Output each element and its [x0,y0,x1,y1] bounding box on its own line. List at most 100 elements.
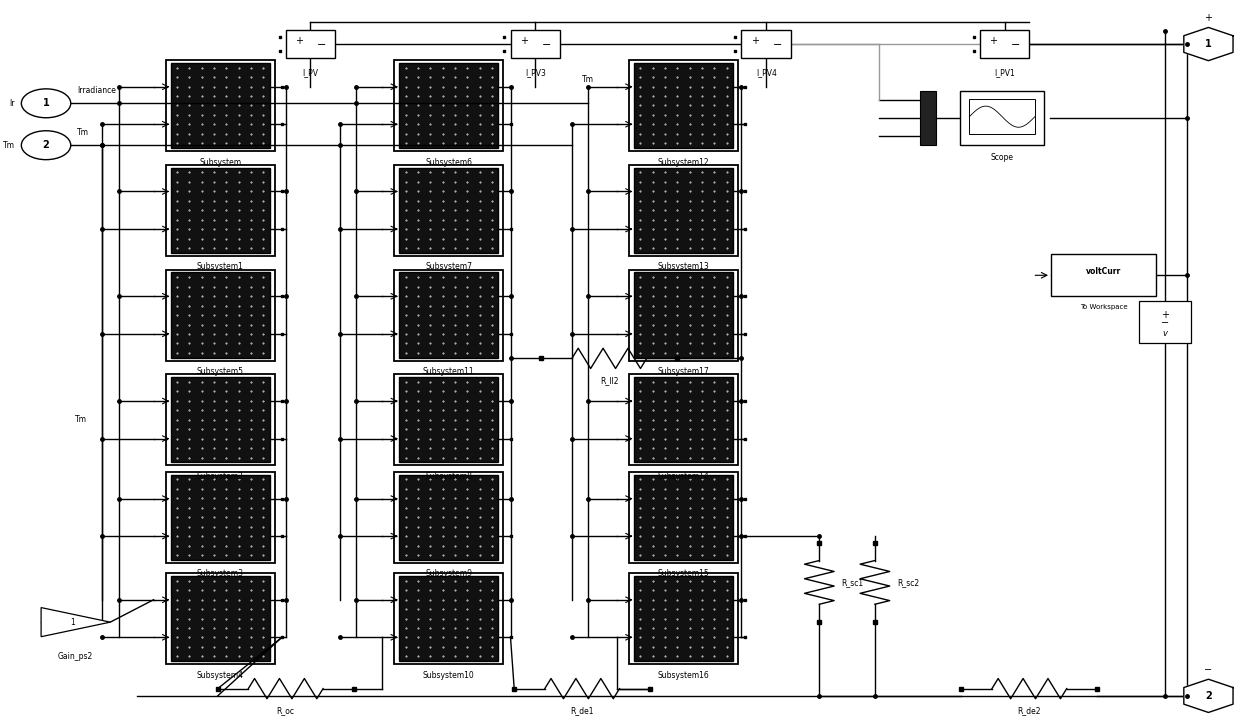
FancyBboxPatch shape [166,472,274,563]
Text: Subsystem8: Subsystem8 [425,472,472,481]
FancyBboxPatch shape [171,63,269,148]
Circle shape [21,131,71,160]
FancyBboxPatch shape [399,576,498,661]
Text: 2: 2 [42,140,50,150]
Text: R_ll2: R_ll2 [600,376,619,384]
Text: +: + [751,35,759,46]
Text: Subsystem7: Subsystem7 [425,262,472,272]
FancyBboxPatch shape [166,269,274,361]
Text: 1: 1 [1205,39,1211,49]
FancyBboxPatch shape [960,90,1044,145]
FancyBboxPatch shape [920,90,936,145]
Text: 2: 2 [1205,691,1211,701]
Text: Subsystem: Subsystem [200,158,242,167]
FancyBboxPatch shape [629,573,738,664]
Text: Subsystem13: Subsystem13 [657,262,709,272]
FancyBboxPatch shape [634,475,733,560]
FancyBboxPatch shape [629,374,738,466]
Text: I_PV: I_PV [303,68,319,77]
FancyBboxPatch shape [634,576,733,661]
Polygon shape [1184,28,1233,61]
FancyBboxPatch shape [285,30,335,58]
FancyBboxPatch shape [629,472,738,563]
Text: I_PV4: I_PV4 [755,68,776,77]
FancyBboxPatch shape [166,374,274,466]
FancyBboxPatch shape [166,573,274,664]
Text: Subsystem1: Subsystem1 [197,262,243,272]
FancyBboxPatch shape [634,377,733,463]
FancyBboxPatch shape [399,168,498,253]
FancyBboxPatch shape [394,165,503,256]
Text: −: − [773,41,782,51]
FancyBboxPatch shape [634,272,733,358]
Text: Subsystem6: Subsystem6 [425,158,472,167]
FancyBboxPatch shape [399,377,498,463]
Text: Subsystem4: Subsystem4 [197,670,244,680]
Text: R_oc: R_oc [277,706,295,715]
Text: Subsystem17: Subsystem17 [657,367,709,376]
Text: +: + [990,35,997,46]
FancyBboxPatch shape [399,272,498,358]
Text: Tm: Tm [4,140,15,150]
Text: R_sc2: R_sc2 [897,578,919,587]
FancyBboxPatch shape [634,168,733,253]
FancyBboxPatch shape [171,475,269,560]
Text: Subsystem11: Subsystem11 [423,367,475,376]
Polygon shape [41,607,110,636]
FancyBboxPatch shape [399,475,498,560]
FancyBboxPatch shape [394,374,503,466]
FancyBboxPatch shape [511,30,560,58]
Text: I_PV3: I_PV3 [525,68,546,77]
Text: 1: 1 [69,618,74,627]
FancyBboxPatch shape [166,165,274,256]
Text: +: + [1161,310,1169,320]
Text: Subsystem12: Subsystem12 [657,158,709,167]
Text: +: + [520,35,528,46]
Text: Subsystem5: Subsystem5 [197,367,244,376]
FancyBboxPatch shape [394,472,503,563]
Text: R_de1: R_de1 [570,706,594,715]
Polygon shape [1184,679,1233,712]
FancyBboxPatch shape [634,63,733,148]
Text: Tm: Tm [77,127,89,137]
FancyBboxPatch shape [1052,254,1156,296]
FancyBboxPatch shape [394,573,503,664]
FancyBboxPatch shape [742,30,791,58]
FancyBboxPatch shape [394,60,503,151]
Text: Scope: Scope [991,153,1013,161]
FancyBboxPatch shape [171,168,269,253]
Text: R_de2: R_de2 [1018,706,1042,715]
Text: Subsystem14: Subsystem14 [657,472,709,481]
Text: Irradiance: Irradiance [77,86,115,95]
Text: +: + [295,35,303,46]
Text: Subsystem16: Subsystem16 [657,670,709,680]
Text: +: + [1204,13,1213,23]
Text: 1: 1 [42,98,50,109]
Text: Tm: Tm [74,416,87,424]
Text: To Workspace: To Workspace [1080,304,1127,310]
Text: voltCurr: voltCurr [1086,266,1121,276]
FancyBboxPatch shape [171,272,269,358]
Text: v: v [1163,329,1168,339]
Text: −: − [1204,665,1213,675]
FancyBboxPatch shape [629,269,738,361]
Text: −: − [317,41,326,51]
FancyBboxPatch shape [980,30,1029,58]
FancyBboxPatch shape [399,63,498,148]
FancyBboxPatch shape [171,576,269,661]
FancyBboxPatch shape [629,60,738,151]
FancyBboxPatch shape [629,165,738,256]
Text: Tm: Tm [582,75,594,84]
Circle shape [21,89,71,118]
FancyBboxPatch shape [171,377,269,463]
Text: −: − [1161,318,1169,328]
Text: Gain_ps2: Gain_ps2 [58,652,93,662]
Text: −: − [1012,41,1021,51]
FancyBboxPatch shape [166,60,274,151]
Text: Subsystem9: Subsystem9 [425,569,472,578]
Text: Ir: Ir [10,98,15,108]
FancyBboxPatch shape [1140,301,1192,343]
Text: R_sc1: R_sc1 [842,578,864,587]
Text: Subsystem3: Subsystem3 [197,569,244,578]
FancyBboxPatch shape [394,269,503,361]
